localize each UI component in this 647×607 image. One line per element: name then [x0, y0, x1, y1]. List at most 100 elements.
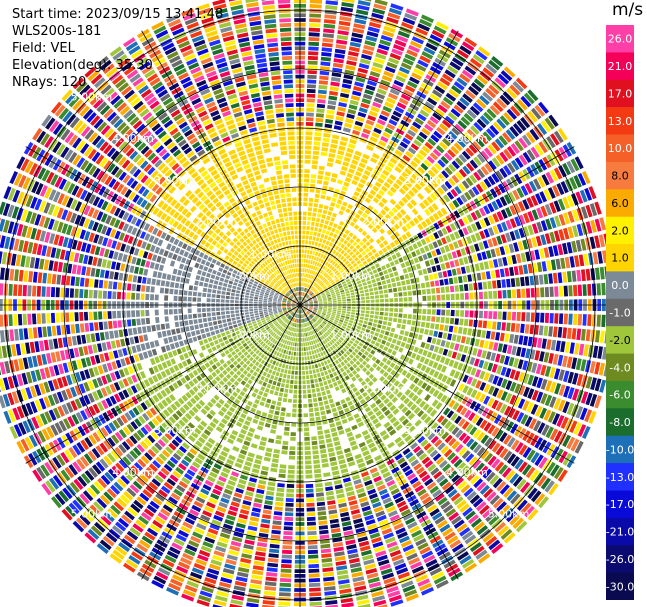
velocity-gate [324, 385, 330, 390]
velocity-gate [300, 319, 302, 323]
velocity-gate [284, 512, 294, 517]
velocity-gate [433, 346, 440, 353]
velocity-gate [315, 368, 320, 373]
velocity-gate [307, 297, 311, 300]
velocity-gate [478, 310, 483, 319]
velocity-gate [571, 240, 578, 253]
velocity-gate [286, 493, 294, 498]
velocity-gate [367, 205, 374, 211]
velocity-gate [585, 221, 593, 234]
velocity-gate [514, 216, 522, 227]
velocity-gate [348, 500, 358, 506]
velocity-gate [332, 249, 337, 255]
velocity-gate [239, 390, 246, 397]
velocity-gate [391, 282, 397, 288]
velocity-gate [267, 363, 272, 368]
velocity-gate [324, 250, 329, 256]
velocity-gate [242, 369, 248, 376]
velocity-gate [358, 319, 364, 324]
velocity-gate [488, 84, 500, 95]
velocity-gate [307, 70, 317, 75]
velocity-gate [463, 319, 469, 326]
velocity-gate [307, 284, 310, 288]
velocity-gate [387, 321, 392, 327]
velocity-gate [368, 21, 382, 29]
velocity-gate [298, 328, 300, 333]
velocity-gate [244, 383, 251, 389]
velocity-gate [563, 285, 568, 297]
velocity-gate [505, 380, 513, 391]
velocity-gate [326, 314, 331, 318]
velocity-gate [316, 373, 321, 378]
velocity-gate [474, 292, 479, 300]
velocity-gate [307, 535, 317, 540]
velocity-gate [427, 295, 432, 301]
velocity-gate [365, 314, 370, 318]
velocity-gate [329, 373, 334, 379]
velocity-gate [544, 233, 552, 244]
velocity-gate [321, 277, 326, 281]
velocity-gate [264, 403, 270, 408]
velocity-gate [312, 369, 316, 374]
velocity-gate [367, 223, 374, 230]
velocity-gate [357, 351, 363, 357]
velocity-gate [505, 129, 516, 140]
velocity-gate [368, 284, 373, 289]
velocity-gate [333, 125, 342, 131]
velocity-gate [306, 375, 310, 380]
velocity-gate [291, 337, 294, 342]
velocity-gate [417, 59, 429, 68]
velocity-gate [306, 288, 309, 293]
velocity-gate [475, 50, 488, 61]
velocity-gate [352, 363, 358, 369]
velocity-gate [427, 97, 438, 106]
velocity-gate [393, 223, 400, 230]
velocity-gate [424, 101, 435, 110]
velocity-gate [346, 60, 357, 66]
velocity-gate [423, 46, 436, 56]
velocity-gate [590, 329, 596, 342]
velocity-gate [414, 277, 420, 283]
velocity-gate [323, 400, 329, 405]
velocity-gate [457, 120, 468, 130]
velocity-gate [239, 367, 245, 373]
velocity-gate [469, 292, 474, 300]
velocity-gate [434, 108, 445, 117]
velocity-gate [334, 262, 339, 268]
velocity-gate [439, 123, 449, 132]
velocity-gate [322, 310, 327, 313]
velocity-gate [430, 166, 439, 175]
velocity-gate [323, 307, 328, 309]
velocity-gate [487, 281, 492, 289]
velocity-gate [348, 265, 354, 270]
velocity-gate [247, 431, 254, 438]
velocity-gate [404, 343, 411, 350]
velocity-gate [509, 334, 515, 344]
velocity-gate [358, 272, 363, 277]
velocity-gate [355, 171, 362, 177]
velocity-gate [246, 456, 254, 463]
velocity-gate [451, 85, 462, 95]
velocity-gate [408, 245, 414, 252]
velocity-gate [323, 360, 328, 365]
velocity-gate [523, 264, 529, 275]
velocity-gate [427, 138, 437, 147]
velocity-gate [389, 52, 402, 61]
velocity-gate [342, 301, 347, 304]
velocity-gate [328, 301, 332, 303]
velocity-gate [331, 273, 335, 278]
velocity-gate [546, 260, 552, 271]
velocity-gate [474, 232, 482, 241]
velocity-gate [460, 266, 466, 274]
velocity-gate [365, 241, 371, 247]
velocity-gate [312, 207, 318, 213]
velocity-gate [316, 179, 323, 185]
velocity-gate [357, 227, 364, 233]
velocity-gate [338, 25, 350, 31]
velocity-gate [371, 227, 378, 234]
velocity-gate [491, 56, 504, 67]
velocity-gate [418, 348, 424, 355]
velocity-gate [488, 373, 495, 383]
velocity-gate [437, 186, 445, 195]
velocity-gate [483, 217, 491, 227]
